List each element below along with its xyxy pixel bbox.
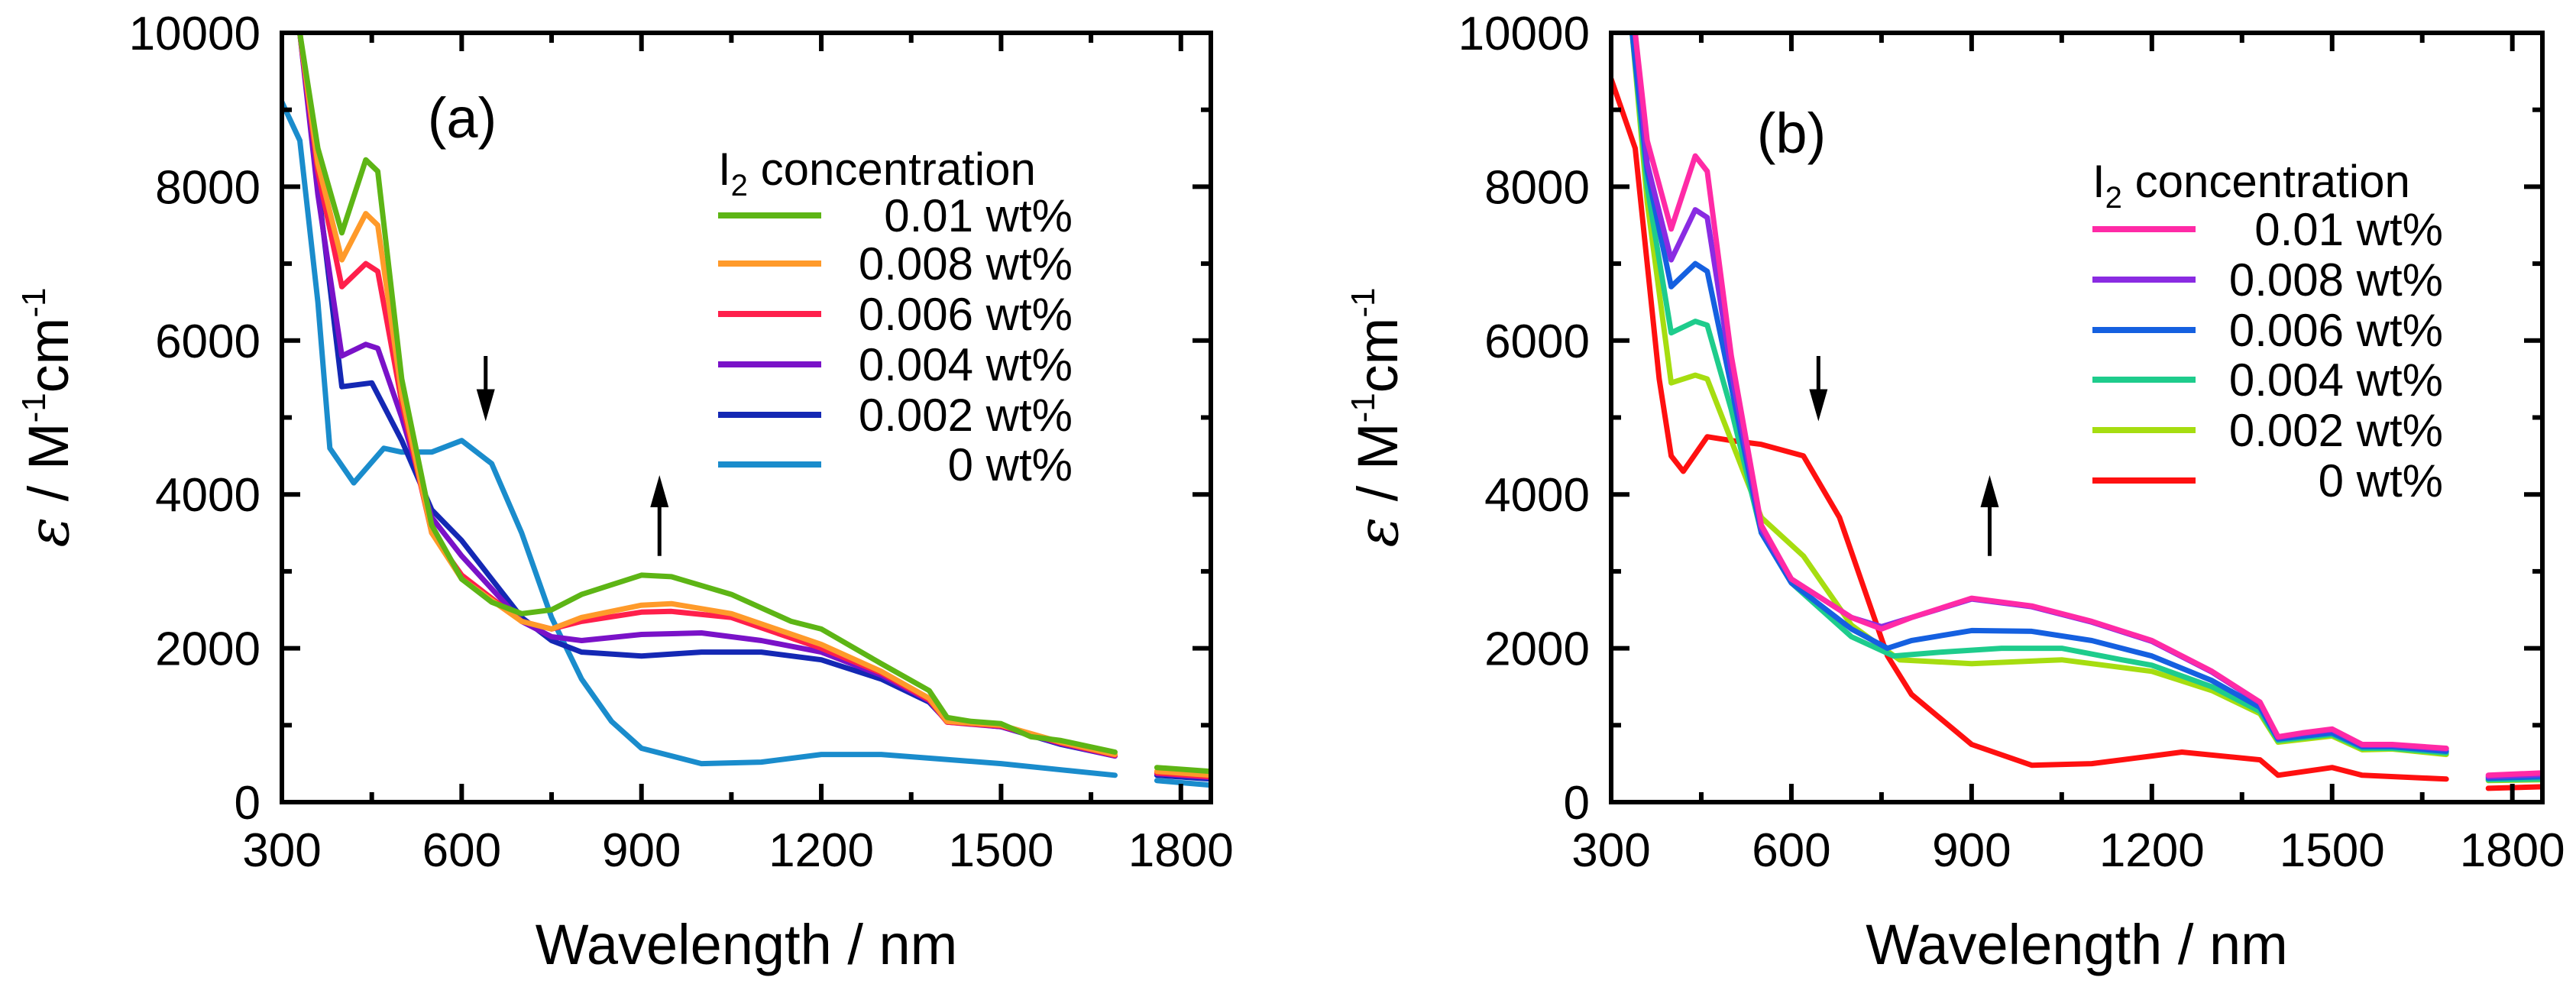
y-tick-label: 6000	[1484, 316, 1590, 368]
x-tick-label: 1200	[769, 824, 874, 877]
panel-b: 300 600 900 1200 1500 1800 0 2000 4000 6000 8000 10…	[1345, 8, 2565, 976]
series-line-0-01-wt-	[1633, 33, 2542, 778]
x-tick-label: 1500	[2280, 824, 2385, 877]
x-tick-label: 1800	[2460, 824, 2565, 877]
series-line-0-wt-	[282, 99, 1211, 788]
arrow-up-icon	[650, 475, 669, 556]
legend-label: 0.002 wt%	[859, 390, 1073, 441]
y-tick-label: 8000	[1484, 161, 1590, 214]
x-tick-label: 1800	[1128, 824, 1234, 877]
y-axis-unit2: cm	[1346, 318, 1409, 393]
y-tick-label: 8000	[155, 161, 261, 214]
y-axis-unit2: cm	[17, 318, 80, 393]
x-tick-label: 1500	[948, 824, 1053, 877]
y-axis-sup: -1	[15, 393, 53, 422]
legend-title-main: I	[718, 144, 731, 195]
panel-label: (a)	[428, 86, 497, 150]
legend-label: 0.006 wt%	[2229, 305, 2443, 356]
y-axis-unit: / M	[17, 422, 80, 516]
legend-label: 0.006 wt%	[859, 289, 1073, 340]
legend-label: 0.008 wt%	[859, 238, 1073, 290]
y-axis-sup: -1	[1345, 393, 1382, 422]
legend-title: I2 concentration	[718, 144, 1036, 202]
y-tick-label: 10000	[129, 8, 261, 60]
legend-label: 0.01 wt%	[884, 190, 1073, 241]
legend-title-sub: 2	[2105, 181, 2122, 215]
arrow-head	[476, 389, 495, 422]
legend-label: 0 wt%	[2319, 455, 2443, 506]
y-tick-label: 0	[1564, 777, 1590, 830]
legend-label: 0.01 wt%	[2254, 204, 2443, 255]
legend-label: 0.004 wt%	[2229, 354, 2443, 406]
arrow-up-icon	[1980, 475, 1999, 556]
legend-label: 0.002 wt%	[2229, 405, 2443, 456]
x-tick-label: 300	[242, 824, 321, 877]
y-axis-title: ε / M-1cm-1	[1345, 288, 1411, 548]
series-line-0-008-wt-	[297, 33, 1211, 778]
legend-title-rest: concentration	[748, 144, 1036, 195]
y-axis-symbol: ε	[16, 517, 82, 548]
y-axis-symbol: ε	[1345, 517, 1411, 548]
arrow-head	[650, 475, 669, 508]
series-line-0-01-wt-	[297, 33, 1211, 775]
y-tick-label: 2000	[155, 623, 261, 676]
legend-title-rest: concentration	[2122, 156, 2410, 207]
legend-label: 0.008 wt%	[2229, 254, 2443, 306]
x-tick-label: 900	[602, 824, 681, 877]
panel-a: 300 600 900 1200 1500 1800 0 2000 4000 6000 8000 10…	[15, 8, 1234, 976]
y-tick-label: 2000	[1484, 623, 1590, 676]
y-tick-label: 4000	[1484, 469, 1590, 522]
y-tick-label: 0	[235, 777, 261, 830]
x-axis-title: Wavelength / nm	[536, 913, 958, 976]
arrow-head	[1980, 475, 1999, 508]
series-group	[282, 33, 1211, 788]
x-tick-label: 300	[1571, 824, 1650, 877]
legend-title-main: I	[2092, 156, 2105, 207]
x-tick-label: 600	[1752, 824, 1830, 877]
legend-label: 0 wt%	[948, 439, 1073, 490]
series-group	[1611, 33, 2542, 791]
y-tick-label: 10000	[1458, 8, 1590, 60]
legend-title-sub: 2	[731, 169, 748, 202]
legend-label: 0.004 wt%	[859, 339, 1073, 390]
x-tick-label: 1200	[2099, 824, 2205, 877]
y-axis-sup: -1	[15, 288, 53, 318]
panel-label: (b)	[1757, 102, 1826, 165]
y-axis-title: ε / M-1cm-1	[15, 288, 82, 548]
x-tick-label: 900	[1932, 824, 2011, 877]
x-tick-label: 600	[422, 824, 501, 877]
y-axis-sup: -1	[1345, 288, 1382, 318]
y-axis-unit: / M	[1346, 422, 1409, 516]
arrow-down-icon	[1809, 355, 1828, 422]
x-axis-title: Wavelength / nm	[1866, 913, 2288, 976]
y-tick-label: 4000	[155, 469, 261, 522]
y-tick-label: 6000	[155, 316, 261, 368]
legend-title: I2 concentration	[2092, 156, 2410, 215]
arrow-down-icon	[476, 355, 495, 422]
arrow-head	[1809, 389, 1828, 422]
